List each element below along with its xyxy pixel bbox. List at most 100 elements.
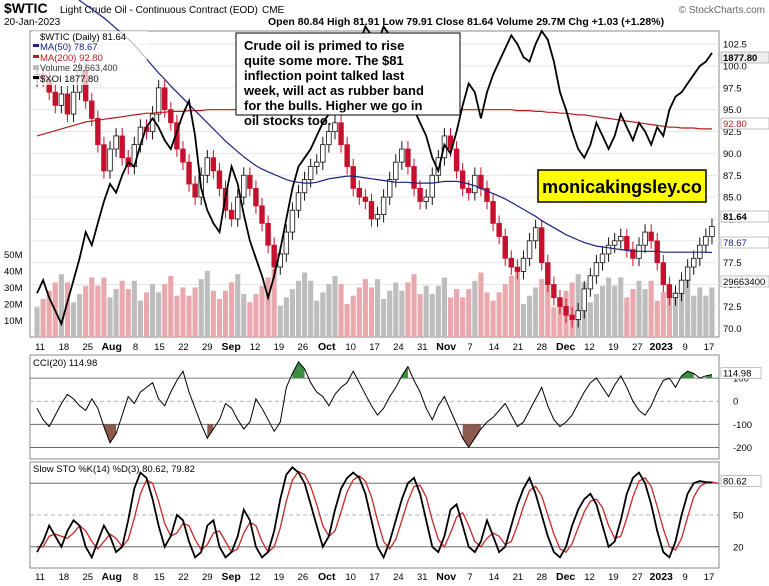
volume-bar <box>143 292 150 337</box>
volume-bar <box>417 294 423 337</box>
sto-panel: 80502080.62 Slow STO %K(14) %D(3) 80.62,… <box>29 461 762 569</box>
volume-bar <box>253 294 259 337</box>
volume-bar <box>131 280 137 337</box>
candle-body <box>356 187 363 198</box>
x-axis-label: 21 <box>513 342 524 353</box>
price-tick-label: 85.0 <box>723 193 742 204</box>
x-axis-label: 7 <box>467 572 472 583</box>
candle-body <box>575 310 581 320</box>
x-axis-label: 19 <box>608 572 619 583</box>
candle-body <box>417 187 423 202</box>
candle-body <box>411 166 417 189</box>
candle-body <box>459 170 466 189</box>
volume-bar <box>460 297 466 337</box>
candle-body <box>386 179 393 198</box>
x-axis-label: 24 <box>393 572 404 583</box>
volume-bar <box>490 300 496 337</box>
x-axis-label: 10 <box>345 572 356 583</box>
candle-body <box>70 91 77 115</box>
candle-body <box>593 262 600 277</box>
candle-body <box>684 266 691 281</box>
value-tag: 92.80 <box>723 119 747 130</box>
volume-bar <box>454 289 460 337</box>
volume-bar <box>545 270 551 337</box>
candle-body <box>307 166 314 181</box>
symbol: $WTIC <box>4 0 48 16</box>
volume-bar <box>277 305 283 337</box>
candle-body <box>265 222 271 246</box>
volume-bar <box>593 294 599 337</box>
volume-bar <box>642 289 648 337</box>
x-axis-label: 19 <box>608 342 619 353</box>
x-axis-label: 28 <box>536 342 547 353</box>
x-axis-label: 19 <box>274 342 285 353</box>
candle-body <box>466 187 472 194</box>
candle-body <box>581 288 587 312</box>
cci-fill <box>103 424 117 443</box>
volume-bar <box>198 279 204 337</box>
price-tick-label: 102.5 <box>723 40 747 51</box>
annotation-line: for the bulls. Higher we go in <box>244 98 422 113</box>
volume-bar <box>478 272 484 337</box>
ohlc-readout: Open 80.84 High 81.91 Low 79.91 Close 81… <box>268 16 664 28</box>
x-axis-label: 22 <box>178 572 189 583</box>
volume-bar <box>472 280 478 337</box>
volume-bar <box>387 290 393 337</box>
volume-bar <box>302 272 308 337</box>
candle-body <box>472 174 478 194</box>
volume-bar <box>289 289 295 337</box>
legend-ma50: MA(50) 78.67 <box>40 42 98 53</box>
sto-tick-label: 20 <box>733 542 744 553</box>
value-tag-box <box>720 51 769 64</box>
candle-body <box>241 174 247 198</box>
volume-bar <box>235 274 241 337</box>
candle-body <box>478 174 484 189</box>
volume-bar <box>551 307 557 337</box>
x-axis-label: 14 <box>489 572 500 583</box>
candle-body <box>618 236 624 242</box>
x-axis-label: 21 <box>513 572 524 583</box>
candle-body <box>484 187 490 202</box>
chart-date: 20-Jan-2023 <box>4 17 61 28</box>
legend-xoi-swatch <box>33 76 39 79</box>
candle-body <box>678 279 685 294</box>
brand-box <box>537 169 707 203</box>
x-axis-label: 26 <box>298 342 309 353</box>
x-axis-label: 15 <box>154 572 165 583</box>
price-tick-label: 100.0 <box>723 61 747 72</box>
x-axis-label: 9 <box>682 342 687 353</box>
volume-bar <box>95 285 101 337</box>
legend-xoi: $XOI 1877.80 <box>40 74 99 85</box>
cci-panel: 100 0 -100 -200 114.98 CCI(20) 114.98 <box>29 354 762 460</box>
sto-title: Slow STO %K(14) %D(3) 80.62, 79.82 <box>33 464 195 475</box>
cci-fill <box>462 424 481 448</box>
x-axis-label: 17 <box>369 572 380 583</box>
x-axis-label: 29 <box>202 342 213 353</box>
candle-body <box>374 214 381 220</box>
volume-bar <box>399 290 405 337</box>
candle-body <box>429 174 435 198</box>
volume-bar <box>125 289 131 337</box>
candle-body <box>563 305 569 316</box>
legend-volume: Volume 29,663,400 <box>40 63 118 73</box>
volume-bar <box>70 302 77 337</box>
volume-bar <box>502 284 508 337</box>
x-axis-label: Aug <box>101 341 121 353</box>
volume-bar <box>599 285 606 337</box>
price-tick-label: 92.5 <box>723 127 742 138</box>
candle-body <box>399 148 405 163</box>
x-axis-label: 27 <box>632 342 643 353</box>
price-tick-label: 77.5 <box>723 258 742 269</box>
candle-body <box>253 187 259 207</box>
x-axis-label: 31 <box>417 572 428 583</box>
candle-body <box>289 209 296 233</box>
value-tag: 81.64 <box>723 212 747 223</box>
volume-bar <box>624 297 630 337</box>
candle-body <box>155 87 162 115</box>
candle-body <box>691 257 697 268</box>
legend-bg <box>32 31 147 85</box>
cci-panel-frame <box>29 354 720 460</box>
x-axis-label: 26 <box>298 572 309 583</box>
x-axis-label: 11 <box>35 342 45 353</box>
x-axis-label: 15 <box>154 342 165 353</box>
